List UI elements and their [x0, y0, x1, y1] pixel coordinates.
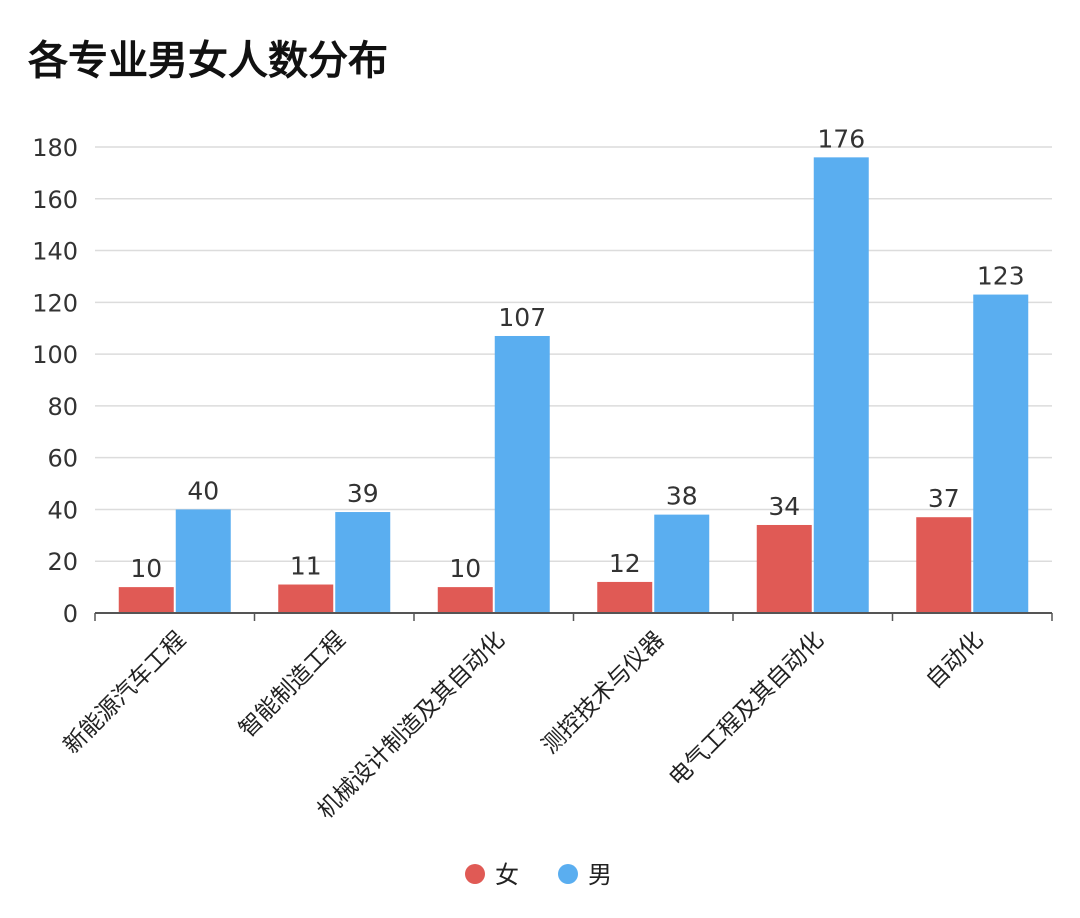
y-tick-label: 100	[32, 341, 78, 369]
y-tick-label: 160	[32, 186, 78, 214]
data-label: 39	[347, 479, 379, 508]
bar	[494, 335, 550, 613]
bar	[175, 509, 231, 613]
bar	[756, 524, 812, 613]
chart-title: 各专业男女人数分布	[28, 38, 388, 84]
legend-marker[interactable]	[558, 864, 578, 884]
x-category-label: 智能制造工程	[235, 627, 351, 743]
y-tick-label: 120	[32, 289, 78, 317]
bar	[597, 581, 653, 613]
x-category-label: 新能源汽车工程	[59, 627, 191, 759]
bar	[335, 512, 391, 613]
bar	[973, 294, 1029, 613]
data-label: 123	[977, 262, 1025, 291]
y-axis: 0 20 40 60 80 100 120 140 160 180	[32, 134, 78, 628]
data-label: 11	[290, 552, 322, 581]
x-category-label: 测控技术与仪器	[537, 627, 669, 759]
legend[interactable]: 女男	[465, 861, 612, 889]
bar	[916, 517, 972, 613]
x-category-label: 电气工程及其自动化	[664, 627, 829, 792]
y-tick-label: 60	[47, 445, 78, 473]
y-tick-label: 0	[63, 600, 78, 628]
bar	[278, 584, 334, 613]
bars	[118, 157, 1029, 613]
legend-label[interactable]: 女	[495, 861, 519, 889]
data-label: 12	[609, 549, 641, 578]
x-category-label: 机械设计制造及其自动化	[313, 627, 510, 824]
data-label: 10	[449, 554, 481, 583]
data-label: 37	[928, 484, 960, 513]
data-label: 34	[768, 492, 800, 521]
data-labels: 10 40 11 39 10 107 12 38 34 176 37 123	[130, 124, 1024, 583]
data-label: 40	[187, 476, 219, 505]
data-label: 38	[666, 482, 698, 511]
y-tick-label: 80	[47, 393, 78, 421]
gridlines	[95, 146, 1052, 562]
data-label: 10	[130, 554, 162, 583]
bar	[118, 587, 174, 613]
x-category-label: 自动化	[921, 627, 988, 694]
legend-label[interactable]: 男	[588, 861, 612, 889]
bar	[654, 514, 710, 613]
y-tick-label: 140	[32, 238, 78, 266]
bar	[437, 587, 493, 613]
bar	[813, 157, 869, 613]
y-tick-label: 40	[47, 496, 78, 524]
data-label: 176	[817, 124, 865, 153]
legend-marker[interactable]	[465, 864, 485, 884]
data-label: 107	[498, 303, 546, 332]
y-tick-label: 180	[32, 134, 78, 162]
y-tick-label: 20	[47, 548, 78, 576]
